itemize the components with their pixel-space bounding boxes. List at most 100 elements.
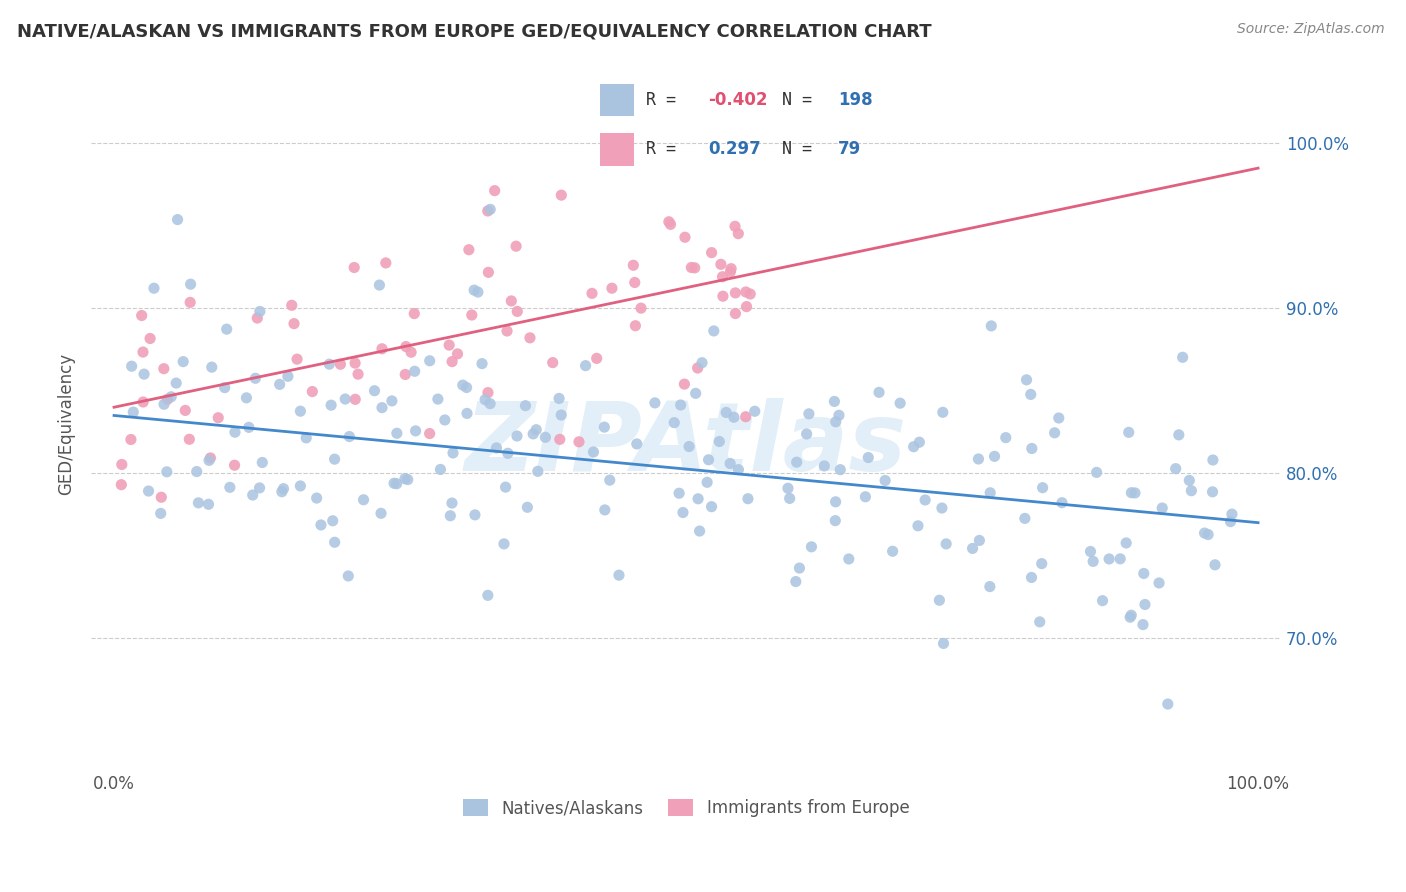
Point: [218, 480, 240, 494]
Point: [823, 394, 845, 409]
Point: [983, 450, 1005, 464]
Point: [120, 433, 142, 447]
Point: [979, 485, 1001, 500]
Point: [132, 395, 155, 409]
Point: [1180, 483, 1202, 498]
Point: [385, 476, 408, 491]
Point: [305, 491, 328, 505]
Point: [522, 426, 544, 441]
Point: [907, 518, 929, 533]
Point: [505, 239, 527, 253]
Point: [1085, 466, 1108, 480]
Point: [172, 354, 194, 368]
Point: [1019, 387, 1042, 401]
Point: [245, 371, 267, 385]
Point: [419, 426, 441, 441]
Point: [479, 202, 502, 217]
Point: [156, 392, 179, 407]
Point: [501, 293, 523, 308]
Point: [724, 306, 747, 320]
Point: [703, 324, 725, 338]
Point: [789, 561, 811, 575]
Point: [186, 465, 208, 479]
Point: [882, 544, 904, 558]
Point: [723, 410, 745, 425]
Point: [337, 429, 360, 443]
Point: [385, 426, 408, 441]
Point: [396, 473, 419, 487]
Point: [1194, 526, 1216, 541]
Point: [681, 260, 703, 275]
Point: [150, 490, 173, 504]
Point: [132, 367, 155, 381]
Point: [467, 285, 489, 299]
Point: [524, 423, 547, 437]
Point: [932, 405, 955, 419]
Text: R =: R =: [647, 91, 686, 109]
Point: [1015, 373, 1038, 387]
Point: [374, 256, 396, 270]
Point: [724, 219, 747, 234]
Point: [797, 407, 820, 421]
Point: [344, 392, 367, 407]
Point: [246, 311, 269, 326]
Point: [371, 342, 394, 356]
Point: [437, 338, 460, 352]
Point: [624, 318, 647, 333]
Point: [1121, 608, 1143, 623]
Point: [1164, 461, 1187, 475]
Text: N =: N =: [782, 141, 823, 159]
Point: [690, 356, 713, 370]
Point: [1080, 544, 1102, 558]
Point: [249, 304, 271, 318]
Point: [471, 357, 494, 371]
Point: [1171, 351, 1194, 365]
Point: [979, 580, 1001, 594]
Point: [433, 413, 456, 427]
Point: [720, 265, 742, 279]
Point: [224, 425, 246, 440]
Point: [672, 506, 695, 520]
Point: [824, 415, 846, 429]
Point: [709, 434, 731, 449]
Point: [593, 503, 616, 517]
Point: [309, 518, 332, 533]
Point: [1157, 697, 1180, 711]
Point: [463, 283, 485, 297]
Point: [506, 429, 529, 443]
Point: [914, 493, 936, 508]
Legend: Natives/Alaskans, Immigrants from Europe: Natives/Alaskans, Immigrants from Europe: [456, 792, 915, 824]
Point: [446, 347, 468, 361]
Text: 79: 79: [838, 141, 862, 159]
Point: [404, 307, 426, 321]
Text: ZIPAtlas: ZIPAtlas: [465, 398, 907, 491]
Point: [623, 276, 645, 290]
Point: [711, 289, 734, 303]
Point: [786, 455, 808, 469]
Point: [121, 359, 143, 374]
Point: [969, 533, 991, 548]
Point: [720, 261, 742, 276]
Point: [710, 257, 733, 271]
Point: [582, 445, 605, 459]
Point: [224, 458, 246, 473]
Point: [541, 356, 564, 370]
Point: [621, 258, 644, 272]
Point: [329, 357, 352, 371]
Point: [143, 281, 166, 295]
Point: [1043, 425, 1066, 440]
Point: [335, 392, 357, 406]
Point: [673, 377, 696, 392]
Point: [318, 357, 340, 371]
Point: [1220, 507, 1243, 521]
Point: [160, 390, 183, 404]
Point: [252, 455, 274, 469]
Point: [669, 398, 692, 412]
Point: [156, 465, 179, 479]
Point: [207, 410, 229, 425]
Point: [724, 285, 747, 300]
Point: [301, 384, 323, 399]
Point: [153, 361, 176, 376]
Point: [166, 212, 188, 227]
Point: [1047, 411, 1070, 425]
